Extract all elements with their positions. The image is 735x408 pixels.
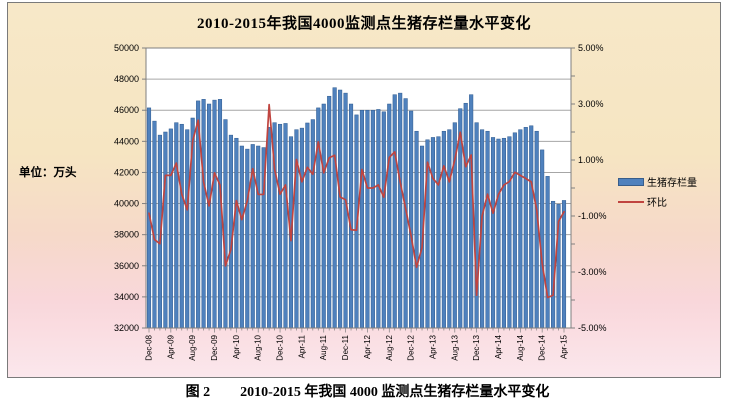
chart-title: 2010-2015年我国4000监测点生猪存栏量水平变化: [197, 16, 531, 32]
svg-text:Aug-12: Aug-12: [385, 334, 394, 360]
svg-text:Aug-14: Aug-14: [516, 334, 525, 360]
svg-text:Dec-11: Dec-11: [341, 334, 350, 360]
svg-text:34000: 34000: [114, 292, 139, 302]
svg-text:Aug-11: Aug-11: [319, 334, 328, 360]
legend-line-swatch-icon: [618, 200, 644, 203]
svg-text:40000: 40000: [114, 199, 139, 209]
svg-text:44000: 44000: [114, 136, 139, 146]
svg-text:Dec-09: Dec-09: [210, 334, 219, 360]
svg-text:Apr-12: Apr-12: [363, 334, 372, 359]
svg-text:-1.00%: -1.00%: [578, 211, 607, 221]
svg-text:36000: 36000: [114, 261, 139, 271]
svg-text:-5.00%: -5.00%: [578, 323, 607, 333]
y-axis-unit-label: 单位：万头: [19, 167, 77, 179]
svg-text:Aug-13: Aug-13: [450, 334, 459, 360]
svg-text:-3.00%: -3.00%: [578, 267, 607, 277]
chart-canvas: 50000 48000 46000 44000 42000 40000 38000 36000…: [114, 43, 607, 361]
figure-caption-text: 2010-2015 年我国 4000 监测点生猪存栏量水平变化: [240, 385, 550, 400]
legend-bar-label: 生猪存栏量: [647, 178, 697, 189]
svg-text:Apr-14: Apr-14: [494, 334, 503, 359]
svg-text:Aug-10: Aug-10: [254, 334, 263, 360]
svg-text:Apr-10: Apr-10: [232, 334, 241, 359]
legend-item-line: 环比: [618, 194, 718, 209]
chart-area: 2010-2015年我国4000监测点生猪存栏量水平变化 单位：万头 50000…: [7, 2, 721, 378]
svg-text:46000: 46000: [114, 105, 139, 115]
svg-text:3.00%: 3.00%: [578, 99, 604, 109]
svg-text:Apr-09: Apr-09: [166, 334, 175, 359]
svg-text:Dec-13: Dec-13: [472, 334, 481, 360]
svg-text:Dec-08: Dec-08: [145, 334, 154, 360]
svg-text:5.00%: 5.00%: [578, 43, 604, 53]
svg-text:Apr-15: Apr-15: [560, 334, 569, 359]
legend: 生猪存栏量 环比: [618, 174, 718, 214]
svg-text:32000: 32000: [114, 323, 139, 333]
figure-caption: 图 2 2010-2015 年我国 4000 监测点生猪存栏量水平变化: [0, 381, 735, 401]
svg-text:38000: 38000: [114, 230, 139, 240]
svg-text:Dec-14: Dec-14: [538, 334, 547, 360]
svg-text:Dec-12: Dec-12: [407, 334, 416, 360]
legend-line-label: 环比: [647, 198, 667, 209]
figure-number: 图 2: [185, 385, 211, 400]
legend-bar-swatch-icon: [618, 177, 644, 186]
svg-text:Apr-13: Apr-13: [428, 334, 437, 359]
svg-text:42000: 42000: [114, 167, 139, 177]
svg-text:48000: 48000: [114, 74, 139, 84]
svg-text:Dec-10: Dec-10: [276, 334, 285, 360]
legend-item-bars: 生猪存栏量: [618, 174, 718, 189]
svg-text:Aug-09: Aug-09: [188, 334, 197, 360]
svg-text:Apr-11: Apr-11: [297, 334, 306, 358]
svg-text:50000: 50000: [114, 43, 139, 53]
svg-text:1.00%: 1.00%: [578, 155, 604, 165]
